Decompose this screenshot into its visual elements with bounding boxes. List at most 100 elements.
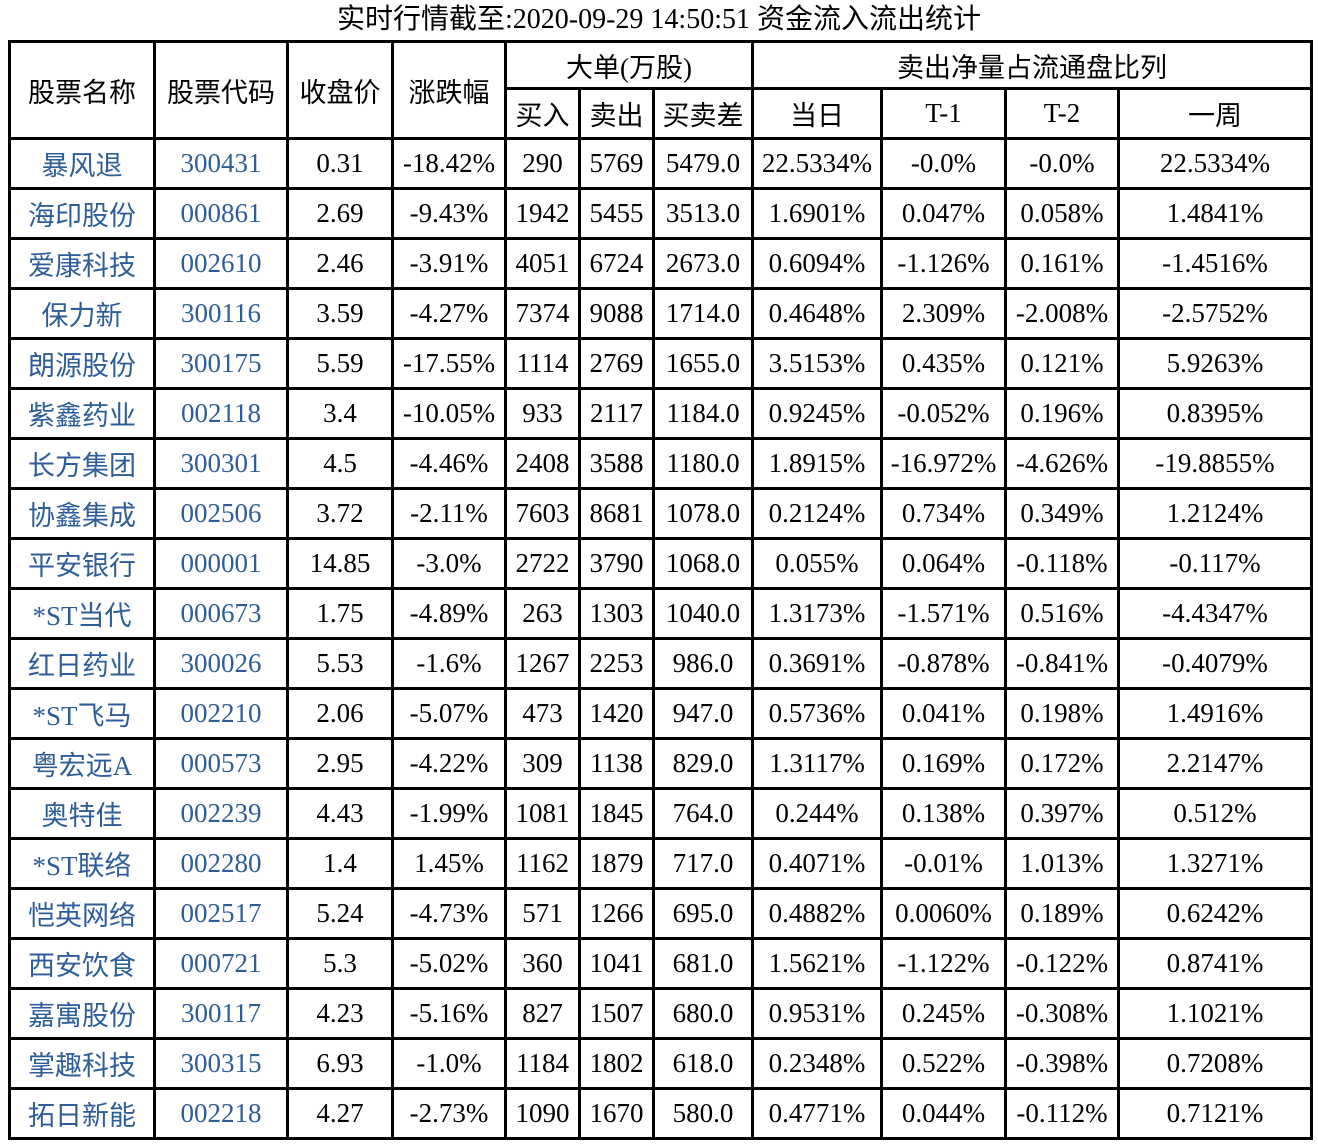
stock-code-cell: 300117	[153, 987, 289, 1040]
net-sell-week-cell: -1.4516%	[1117, 237, 1314, 290]
net-sell-day-cell: 0.244%	[751, 787, 884, 840]
change-pct-cell: -2.11%	[391, 487, 507, 540]
buy-volume-cell: 2722	[504, 537, 581, 590]
net-sell-week-cell: 2.2147%	[1117, 737, 1314, 790]
stock-name-cell: 嘉寓股份	[8, 987, 156, 1040]
change-pct-cell: -17.55%	[391, 337, 507, 390]
sell-volume-cell: 5769	[578, 137, 655, 190]
net-sell-day-cell: 0.2124%	[751, 487, 884, 540]
net-sell-week-cell: 0.512%	[1117, 787, 1314, 840]
page-title: 实时行情截至:2020-09-29 14:50:51 资金流入流出统计	[337, 4, 981, 35]
buy-sell-diff-cell: 1068.0	[651, 537, 755, 590]
net-sell-week-cell: 1.2124%	[1117, 487, 1314, 540]
change-pct-cell: -4.89%	[391, 587, 507, 640]
net-sell-t2-cell: 0.516%	[1004, 587, 1121, 640]
col-header-change-pct: 涨跌幅	[391, 40, 507, 140]
stock-code-cell: 002280	[153, 837, 289, 890]
buy-volume-cell: 2408	[504, 437, 581, 490]
sell-volume-cell: 1138	[578, 737, 655, 790]
sell-volume-cell: 1802	[578, 1037, 655, 1090]
stock-name-cell: *ST飞马	[8, 687, 156, 740]
net-sell-t2-cell: -0.308%	[1004, 987, 1121, 1040]
net-sell-t1-cell: 0.522%	[880, 1037, 1008, 1090]
stock-name-cell: 红日药业	[8, 637, 156, 690]
table-row: 粤宏远A 000573 2.95 -4.22% 309 1138 829.0 1…	[8, 737, 1314, 790]
buy-volume-cell: 1267	[504, 637, 581, 690]
net-sell-week-cell: 1.4841%	[1117, 187, 1314, 240]
table-row: 奥特佳 002239 4.43 -1.99% 1081 1845 764.0 0…	[8, 787, 1314, 840]
col-header-stock-name: 股票名称	[8, 40, 156, 140]
sell-volume-cell: 1845	[578, 787, 655, 840]
net-sell-t1-cell: 0.245%	[880, 987, 1008, 1040]
close-price-cell: 2.06	[286, 687, 394, 740]
header-row-groups: 股票名称 股票代码 收盘价 涨跌幅 大单(万股) 卖出净量占流通盘比列	[8, 40, 1314, 140]
stock-name-cell: 爱康科技	[8, 237, 156, 290]
net-sell-t2-cell: -0.122%	[1004, 937, 1121, 990]
sell-volume-cell: 2769	[578, 337, 655, 390]
change-pct-cell: -2.73%	[391, 1087, 507, 1140]
buy-sell-diff-cell: 947.0	[651, 687, 755, 740]
col-group-net-sell-ratio: 卖出净量占流通盘比列	[751, 40, 1314, 90]
sell-volume-cell: 1670	[578, 1087, 655, 1140]
buy-volume-cell: 360	[504, 937, 581, 990]
net-sell-t2-cell: 0.161%	[1004, 237, 1121, 290]
stock-name-cell: 平安银行	[8, 537, 156, 590]
net-sell-week-cell: 5.9263%	[1117, 337, 1314, 390]
table-body: 暴风退 300431 0.31 -18.42% 290 5769 5479.0 …	[8, 137, 1314, 1140]
buy-volume-cell: 1162	[504, 837, 581, 890]
net-sell-t2-cell: 0.397%	[1004, 787, 1121, 840]
col-header-stock-code: 股票代码	[153, 40, 289, 140]
net-sell-t2-cell: 0.349%	[1004, 487, 1121, 540]
close-price-cell: 5.59	[286, 337, 394, 390]
stock-name-cell: 协鑫集成	[8, 487, 156, 540]
net-sell-t2-cell: 0.196%	[1004, 387, 1121, 440]
net-sell-week-cell: -4.4347%	[1117, 587, 1314, 640]
table-row: 掌趣科技 300315 6.93 -1.0% 1184 1802 618.0 0…	[8, 1037, 1314, 1090]
buy-sell-diff-cell: 681.0	[651, 937, 755, 990]
buy-volume-cell: 290	[504, 137, 581, 190]
close-price-cell: 3.4	[286, 387, 394, 440]
net-sell-week-cell: 1.1021%	[1117, 987, 1314, 1040]
buy-sell-diff-cell: 618.0	[651, 1037, 755, 1090]
close-price-cell: 5.53	[286, 637, 394, 690]
net-sell-t1-cell: -0.01%	[880, 837, 1008, 890]
change-pct-cell: -5.02%	[391, 937, 507, 990]
change-pct-cell: -1.99%	[391, 787, 507, 840]
net-sell-t2-cell: -0.841%	[1004, 637, 1121, 690]
table-row: 海印股份 000861 2.69 -9.43% 1942 5455 3513.0…	[8, 187, 1314, 240]
net-sell-day-cell: 0.6094%	[751, 237, 884, 290]
close-price-cell: 6.93	[286, 1037, 394, 1090]
close-price-cell: 5.3	[286, 937, 394, 990]
stock-code-cell: 000001	[153, 537, 289, 590]
buy-sell-diff-cell: 764.0	[651, 787, 755, 840]
col-header-close-price: 收盘价	[286, 40, 394, 140]
change-pct-cell: -3.0%	[391, 537, 507, 590]
net-sell-t1-cell: 0.734%	[880, 487, 1008, 540]
change-pct-cell: -10.05%	[391, 387, 507, 440]
buy-volume-cell: 473	[504, 687, 581, 740]
buy-sell-diff-cell: 580.0	[651, 1087, 755, 1140]
net-sell-week-cell: 0.8741%	[1117, 937, 1314, 990]
table-row: 协鑫集成 002506 3.72 -2.11% 7603 8681 1078.0…	[8, 487, 1314, 540]
close-price-cell: 14.85	[286, 537, 394, 590]
stock-code-cell: 300175	[153, 337, 289, 390]
stock-code-cell: 002239	[153, 787, 289, 840]
stock-code-cell: 000861	[153, 187, 289, 240]
close-price-cell: 2.69	[286, 187, 394, 240]
change-pct-cell: -4.73%	[391, 887, 507, 940]
net-sell-day-cell: 0.4771%	[751, 1087, 884, 1140]
net-sell-day-cell: 1.3117%	[751, 737, 884, 790]
change-pct-cell: -3.91%	[391, 237, 507, 290]
buy-sell-diff-cell: 1180.0	[651, 437, 755, 490]
buy-sell-diff-cell: 986.0	[651, 637, 755, 690]
net-sell-t1-cell: 0.064%	[880, 537, 1008, 590]
close-price-cell: 0.31	[286, 137, 394, 190]
stock-name-cell: 掌趣科技	[8, 1037, 156, 1090]
table-row: *ST飞马 002210 2.06 -5.07% 473 1420 947.0 …	[8, 687, 1314, 740]
col-header-buy: 买入	[504, 87, 581, 140]
close-price-cell: 5.24	[286, 887, 394, 940]
buy-sell-diff-cell: 1040.0	[651, 587, 755, 640]
net-sell-day-cell: 0.9531%	[751, 987, 884, 1040]
net-sell-t1-cell: 0.041%	[880, 687, 1008, 740]
sell-volume-cell: 1507	[578, 987, 655, 1040]
